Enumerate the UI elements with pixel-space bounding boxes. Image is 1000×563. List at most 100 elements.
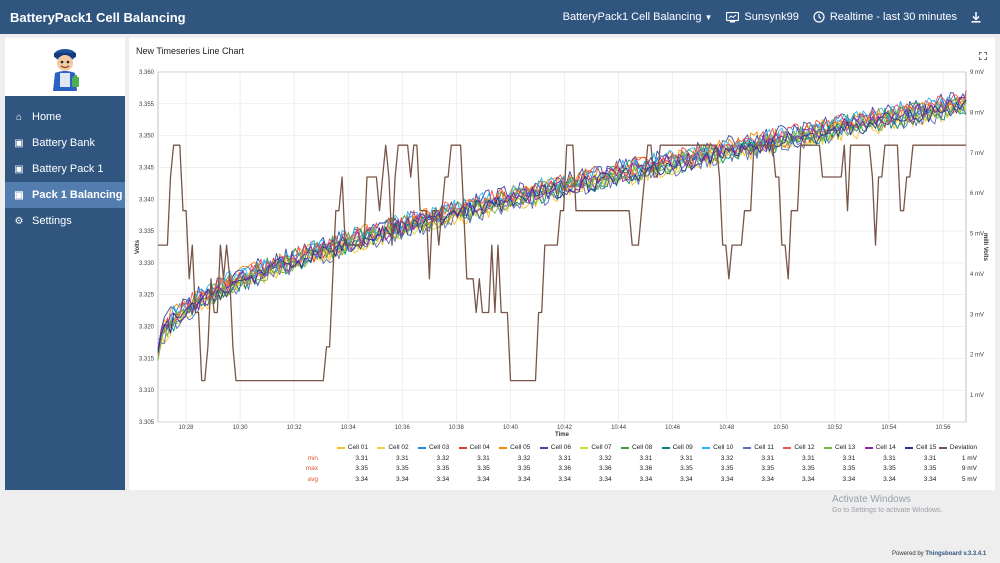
export-button[interactable] [971,11,986,23]
series-line-cell-01 [157,101,967,352]
y-tick-label: 3.315 [139,356,155,362]
legend-max-value: 3.36 [558,465,571,472]
legend-swatch [702,446,711,449]
y-tick-label: 3.320 [139,325,155,331]
legend-swatch [336,446,345,449]
legend-min-value: 3.31 [923,454,937,462]
sidebar-item-battery-pack-1[interactable]: ▣ Battery Pack 1 [5,156,125,182]
sidebar: ⌂ Home ▣ Battery Bank ▣ Battery Pack 1 ▣… [5,38,125,490]
battery-icon: ▣ [14,137,24,149]
legend-label: Cell 08 [631,444,653,451]
legend-row-label: min [307,454,318,462]
legend-item[interactable]: Cell 10 [691,444,733,451]
legend-min-value: 3.31 [842,454,856,462]
clock-icon [813,11,825,23]
sidebar-item-label: Pack 1 Balancing [32,189,123,201]
sidebar-item-settings[interactable]: ⚙ Settings [5,208,125,234]
legend-avg-value: 3.34 [842,475,856,483]
legend-max-value: 3.36 [639,465,653,472]
legend-label: Cell 05 [510,444,531,451]
y-tick-label: 3.330 [139,261,155,267]
chevron-down-icon: ▼ [704,12,713,22]
legend-swatch [620,446,629,449]
legend-max-value: 3.35 [842,465,856,472]
chart-legend: Cell 01 Cell 02 Cell 03 Cell 04 Cell 05 Cell … [160,444,990,486]
legend-item[interactable]: Cell 06 [529,444,571,451]
legend-item[interactable]: Cell 15 [894,444,936,451]
legend-swatch [938,446,947,449]
x-tick-label: 10:54 [881,425,897,431]
legend-min-value: 3.31 [355,454,368,462]
sidebar-item-label: Battery Bank [32,137,95,149]
y-tick-label: 3.305 [139,420,155,426]
legend-avg-value: 3.34 [477,475,490,483]
legend-max-value: 3.35 [720,465,734,472]
y-tick-label: 3.340 [139,197,155,203]
legend-item[interactable]: Cell 13 [813,444,855,451]
x-tick-label: 10:40 [503,425,519,431]
y2-tick-label: 5 mV [970,232,984,238]
legend-min-value: 3.31 [558,454,571,462]
legend-avg-value: 3.34 [883,475,896,483]
legend-avg-value: 3.34 [355,475,368,483]
timewindow-button[interactable]: Realtime - last 30 minutes [813,11,957,23]
legend-max-value: 3.35 [395,465,409,472]
legend-label: Cell 02 [388,444,409,451]
legend-min-row: min 3.31 3.31 3.32 3.31 3.32 3.31 3.32 3.31 3.31… [160,455,990,466]
legend-item[interactable]: Cell 05 [488,444,530,451]
footer-brand-link[interactable]: Thingsboard v.3.3.4.1 [925,551,987,557]
sidebar-item-pack-1-balancing[interactable]: ▣ Pack 1 Balancing [5,182,125,208]
legend-avg-value: 3.34 [761,475,774,483]
legend-item[interactable]: Cell 09 [651,444,693,451]
sidebar-item-home[interactable]: ⌂ Home [5,104,125,130]
legend-item[interactable]: Cell 08 [610,444,652,451]
mascot-logo-icon [53,49,79,91]
legend-avg-value: 3.34 [395,475,409,483]
x-tick-label: 10:36 [395,425,411,431]
x-tick-label: 10:30 [233,425,249,431]
legend-max-row: max 3.35 3.35 3.35 3.35 3.35 3.36 3.36 3.36 3.35… [160,465,990,476]
y2-tick-label: 1 mV [970,393,984,399]
logo [5,38,125,96]
legend-label: Cell 09 [672,444,693,451]
dashboard-state-select[interactable]: BatteryPack1 Cell Balancing ▼ [563,11,713,23]
x-tick-label: 10:38 [449,425,465,431]
legend-swatch [377,446,386,449]
legend-label: Cell 01 [347,444,368,451]
legend-item[interactable]: Cell 11 [732,444,774,451]
legend-item[interactable]: Cell 02 [367,444,409,451]
legend-label: Cell 12 [794,444,815,451]
legend-item[interactable]: Cell 04 [448,444,490,451]
legend-item[interactable]: Cell 12 [773,444,815,451]
series-line-cell-03 [157,99,967,345]
legend-swatch [864,446,873,449]
legend-item[interactable]: Deviation [935,444,977,451]
footer-prefix: Powered by [892,551,924,557]
y2-axis-title: milli Volts [982,233,988,262]
x-tick-label: 10:50 [773,425,789,431]
footer: Powered by Thingsboard v.3.3.4.1 [892,551,986,557]
legend-swatch [417,446,426,449]
sidebar-item-battery-bank[interactable]: ▣ Battery Bank [5,130,125,156]
legend-avg-value: 3.34 [558,475,571,483]
legend-max-value: 3.35 [355,465,368,472]
y2-tick-label: 7 mV [970,151,984,157]
y-tick-label: 3.345 [139,165,155,171]
x-tick-label: 10:28 [178,425,194,431]
legend-item[interactable]: Cell 07 [570,444,612,451]
legend-label: Cell 03 [428,444,450,451]
series-line-cell-15 [157,99,967,353]
legend-item[interactable]: Cell 03 [407,444,449,451]
series-line-cell-02 [157,97,967,359]
x-tick-label: 10:44 [611,425,627,431]
legend-item[interactable]: Cell 01 [326,444,368,451]
legend-label: Deviation [949,444,977,451]
legend-label: Cell 14 [875,444,896,451]
legend-item[interactable]: Cell 14 [854,444,896,451]
x-tick-label: 10:56 [935,425,951,431]
legend-label: Cell 10 [713,444,734,451]
entity-select[interactable]: Sunsynk99 [726,11,799,23]
legend-swatch [499,446,508,449]
legend-avg-value: 5 mV [961,475,977,483]
